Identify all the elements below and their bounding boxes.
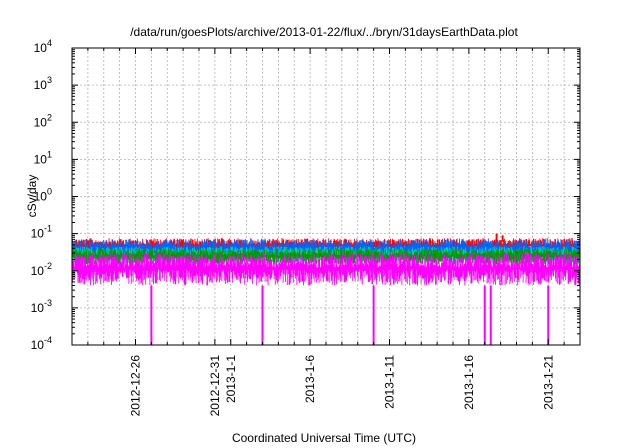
y-tick-label: 104 <box>34 38 52 55</box>
plot-data <box>72 233 580 345</box>
x-tick-label: 2012-12-26 <box>129 355 143 417</box>
x-tick-label: 2013-1-16 <box>462 355 476 410</box>
y-tick-label: 10-1 <box>31 224 52 241</box>
y-tick-label: 101 <box>34 149 52 166</box>
x-tick-label: 2013-1-6 <box>303 355 317 403</box>
x-axis-label: Coordinated Universal Time (UTC) <box>232 431 416 445</box>
chart-title: /data/run/goesPlots/archive/2013-01-22/f… <box>130 25 518 39</box>
grid <box>71 47 581 346</box>
x-tick-label: 2013-1-1 <box>224 355 238 403</box>
y-tick-label: 10-2 <box>31 261 52 278</box>
x-tick-label: 2013-1-11 <box>383 355 397 409</box>
x-tick-label: 2012-12-31 <box>208 355 222 417</box>
y-tick-label: 100 <box>34 187 52 204</box>
y-tick-label: 102 <box>34 112 52 129</box>
y-tick-label: 103 <box>34 75 52 92</box>
y-tick-label: 10-4 <box>31 335 52 352</box>
x-tick-label: 2013-1-21 <box>541 355 555 410</box>
y-tick-label: 10-3 <box>31 298 52 315</box>
y-axis-label: cSv/day <box>25 175 39 218</box>
axes: 10-4 10-3 10-2 10-1 100 101 102 103 104 2012-12-2… <box>31 38 581 417</box>
plot-frame <box>71 47 581 346</box>
